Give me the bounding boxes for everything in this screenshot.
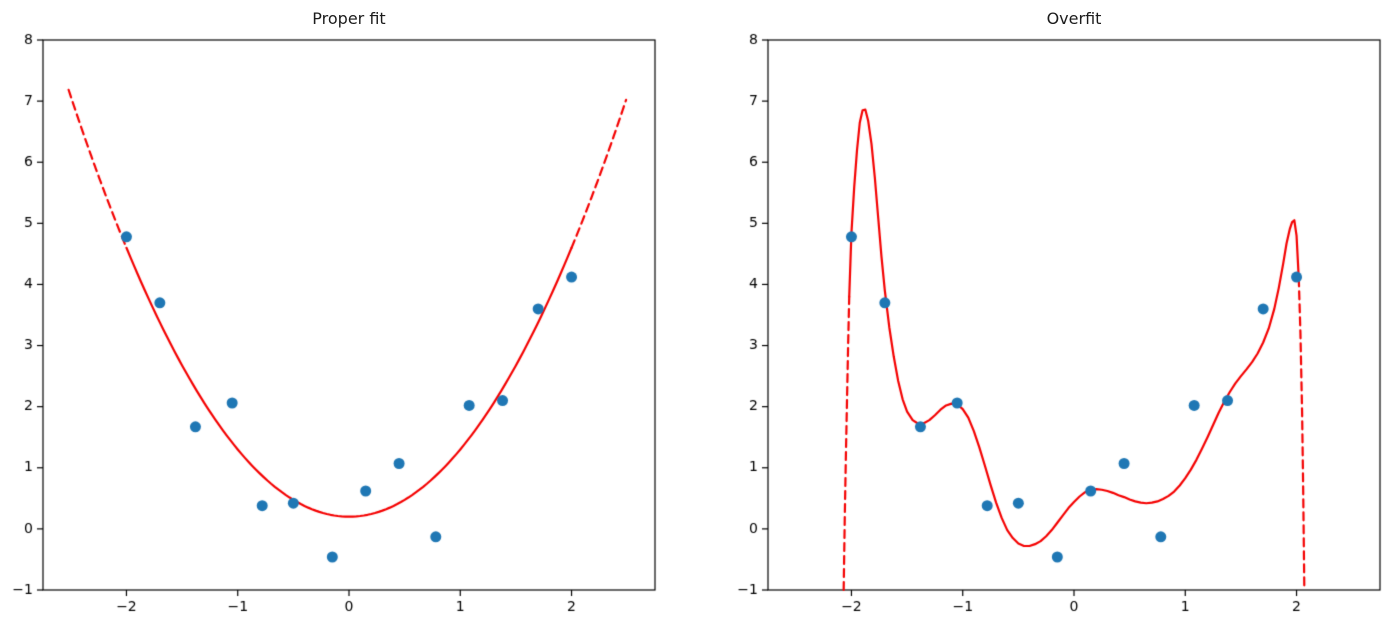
proper-fit-chart-canvas	[0, 0, 696, 628]
overfit-chart-canvas	[725, 0, 1391, 628]
